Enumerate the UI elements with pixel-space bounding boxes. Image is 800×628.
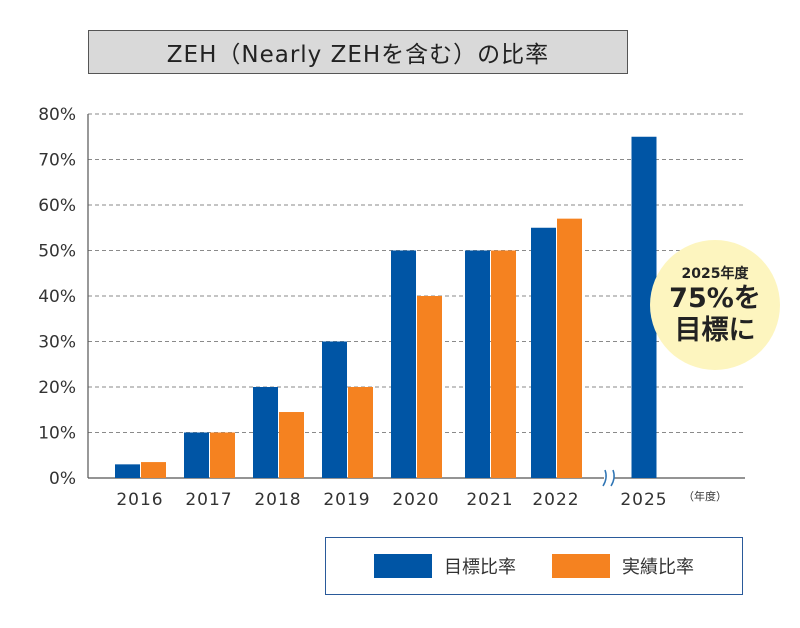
x-unit-label: （年度） <box>683 489 727 503</box>
bar-target <box>115 464 140 478</box>
legend-swatch-actual <box>552 554 610 578</box>
bar-actual <box>557 218 582 478</box>
callout-year: 2025年度 <box>681 266 749 282</box>
y-tick-label: 80% <box>38 105 76 125</box>
legend: 目標比率 実績比率 <box>325 537 743 595</box>
bar-target <box>253 387 278 478</box>
y-tick-label: 40% <box>38 287 76 307</box>
x-tick-label: 2020 <box>392 490 439 510</box>
legend-label-actual: 実績比率 <box>622 557 694 578</box>
callout-percent: 75%を <box>669 283 761 314</box>
y-tick-label: 30% <box>38 333 76 353</box>
bar-actual <box>141 462 166 478</box>
bar-actual <box>417 296 442 478</box>
bar-actual <box>491 250 516 478</box>
legend-swatch-target <box>374 554 432 578</box>
x-tick-label: 2019 <box>323 490 370 510</box>
x-tick-label: 2021 <box>466 490 513 510</box>
axis-break-mark <box>602 469 607 487</box>
x-tick-label: 2017 <box>185 490 232 510</box>
legend-item-target: 目標比率 <box>374 553 516 579</box>
x-tick-label: 2016 <box>116 490 163 510</box>
y-tick-label: 0% <box>49 469 76 489</box>
target-callout: 2025年度 75%を 目標に <box>650 240 780 370</box>
legend-item-actual: 実績比率 <box>552 553 694 579</box>
callout-goal: 目標に <box>674 315 756 346</box>
axis-break-gap <box>604 470 614 486</box>
legend-label-target: 目標比率 <box>444 557 516 578</box>
x-tick-label: 2018 <box>254 490 301 510</box>
chart-title: ZEH（Nearly ZEHを含む）の比率 <box>88 30 628 74</box>
y-tick-label: 20% <box>38 378 76 398</box>
bar-target <box>391 250 416 478</box>
bar-target <box>184 432 209 478</box>
bar-target <box>465 250 490 478</box>
y-tick-label: 60% <box>38 196 76 216</box>
y-tick-label: 10% <box>38 424 76 444</box>
y-tick-label: 50% <box>38 242 76 262</box>
bar-actual <box>210 432 235 478</box>
bar-actual <box>279 412 304 478</box>
axis-break-mark <box>610 469 615 487</box>
x-tick-label: 2025 <box>620 490 667 510</box>
bar-target <box>322 341 347 478</box>
bar-actual <box>348 387 373 478</box>
bar-target <box>531 227 556 478</box>
x-tick-label: 2022 <box>532 490 579 510</box>
y-tick-label: 70% <box>38 151 76 171</box>
